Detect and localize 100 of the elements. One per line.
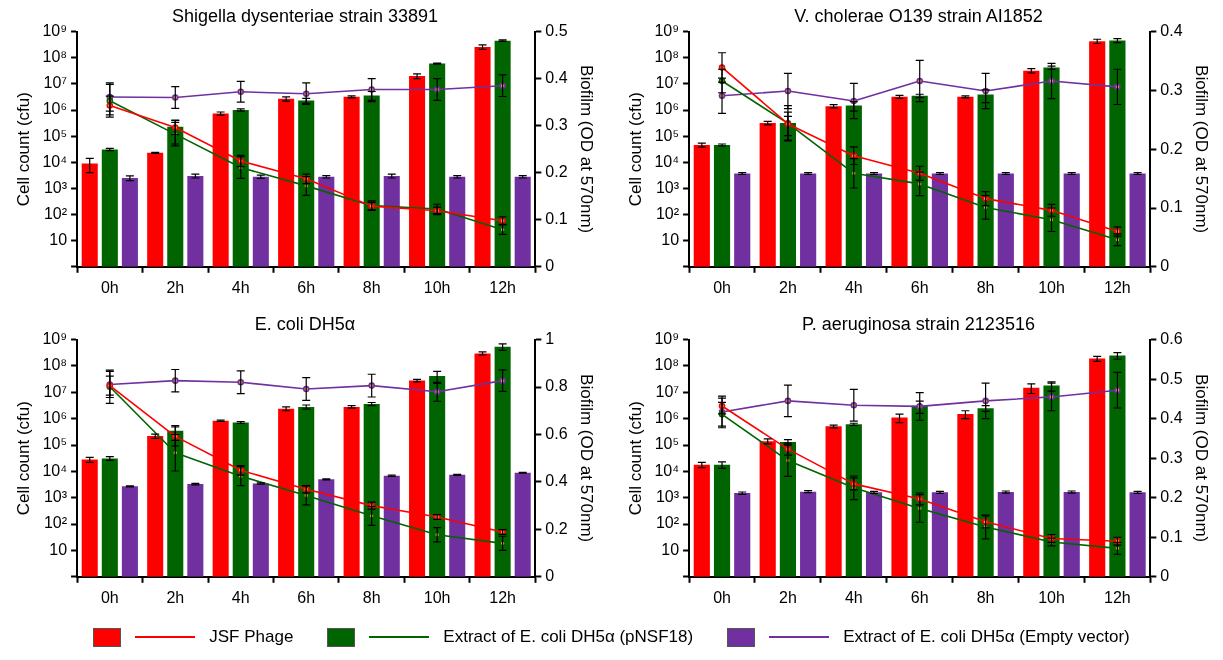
y-tick-label: 10: [661, 231, 680, 249]
x-tick-label: 6h: [910, 278, 929, 296]
x-tick-label: 2h: [779, 588, 797, 606]
x-tick-label: 6h: [297, 278, 316, 296]
legend-label: Extract of E. coli DH5α (pNSF18): [443, 627, 694, 647]
y2-tick-label: 0.2: [545, 519, 568, 537]
y-tick-label: 10⁹: [654, 22, 680, 40]
y2-tick-label: 0.6: [1160, 330, 1183, 348]
y2-axis-title: Biofilm (OD at 570nm): [577, 65, 597, 234]
x-tick-label: 12h: [489, 588, 516, 606]
y-tick-label: 10⁷: [43, 74, 68, 92]
x-tick-label: 10h: [423, 588, 451, 606]
y-tick-label: 10⁶: [42, 100, 68, 118]
x-tick-label: 10h: [1038, 588, 1065, 606]
y-tick-label: 10⁶: [654, 409, 680, 427]
chart-title: Shigella dysenteriae strain 33891: [171, 5, 439, 26]
y2-tick-label: 0.2: [545, 163, 568, 181]
chart-title: P. aeruginosa strain 2123516: [802, 313, 1035, 334]
x-tick-label: 8h: [976, 588, 995, 606]
y-tick-label: 10: [49, 231, 68, 249]
y-tick-label: 10⁴: [654, 152, 680, 170]
y2-tick-label: 0: [1160, 257, 1170, 275]
y-tick-label: 10⁶: [42, 409, 68, 427]
y2-tick-label: 0.4: [545, 472, 568, 490]
x-tick-label: 6h: [910, 588, 929, 606]
x-tick-label: 6h: [297, 588, 316, 606]
x-tick-label: 0h: [100, 278, 119, 296]
y2-tick-label: 0: [1160, 567, 1170, 585]
x-tick-label: 4h: [844, 588, 863, 606]
y-axis-title: Cell count (cfu): [13, 92, 33, 207]
y-tick-label: 10³: [655, 178, 680, 196]
y-tick-label: 10⁸: [654, 356, 680, 374]
y2-tick-label: 0.4: [1160, 409, 1183, 427]
y2-tick-label: 0.3: [1160, 80, 1183, 98]
y2-tick-label: 0.3: [545, 116, 568, 134]
y-tick-label: 10⁹: [42, 22, 68, 40]
y2-tick-label: 1: [545, 330, 555, 348]
x-tick-label: 10h: [1038, 278, 1065, 296]
x-tick-label: 0h: [713, 588, 731, 606]
x-tick-label: 10h: [423, 278, 451, 296]
y2-tick-label: 0.4: [545, 69, 568, 87]
y-tick-label: 10⁸: [42, 48, 68, 66]
y-tick-label: 10²: [655, 204, 680, 222]
y-tick-label: 10³: [655, 488, 680, 506]
x-tick-label: 8h: [362, 588, 381, 606]
y2-tick-label: 0.1: [1160, 527, 1183, 545]
y2-axis-title: Biofilm (OD at 570nm): [1192, 374, 1212, 543]
y-tick-label: 10²: [655, 514, 680, 532]
y-tick-label: 10⁹: [654, 330, 680, 348]
legend-label: Extract of E. coli DH5α (Empty vector): [843, 627, 1130, 647]
y-axis-title: Cell count (cfu): [625, 401, 645, 516]
y2-tick-label: 0.2: [1160, 139, 1183, 157]
x-tick-label: 2h: [166, 278, 185, 296]
y2-tick-label: 0.8: [545, 377, 568, 395]
y2-tick-label: 0: [545, 567, 555, 585]
x-tick-label: 4h: [231, 278, 250, 296]
x-tick-label: 0h: [713, 278, 731, 296]
y-tick-label: 10⁷: [655, 382, 680, 400]
x-tick-label: 4h: [231, 588, 250, 606]
y-tick-label: 10: [661, 540, 680, 558]
x-tick-label: 2h: [779, 278, 797, 296]
y-axis-title: Cell count (cfu): [13, 401, 33, 516]
y-tick-label: 10⁷: [655, 74, 680, 92]
y-tick-label: 10³: [43, 178, 68, 196]
y2-tick-label: 0.2: [1160, 488, 1183, 506]
y-tick-label: 10²: [43, 514, 68, 532]
y-tick-label: 10⁴: [42, 461, 68, 479]
y2-tick-label: 0.1: [545, 210, 568, 228]
x-tick-label: 2h: [166, 588, 185, 606]
y-tick-label: 10²: [43, 204, 68, 222]
x-tick-label: 4h: [844, 278, 863, 296]
x-tick-label: 8h: [976, 278, 995, 296]
y2-tick-label: 0.6: [545, 424, 568, 442]
y2-tick-label: 0.4: [1160, 22, 1183, 40]
y2-axis-title: Biofilm (OD at 570nm): [1192, 65, 1212, 234]
y-tick-label: 10⁵: [42, 126, 68, 144]
y-tick-label: 10⁴: [654, 461, 680, 479]
y-tick-label: 10⁶: [654, 100, 680, 118]
x-tick-label: 8h: [362, 278, 381, 296]
legend-label: JSF Phage: [209, 627, 294, 647]
y-tick-label: 10⁸: [42, 356, 68, 374]
x-tick-label: 12h: [1104, 278, 1131, 296]
x-tick-label: 12h: [489, 278, 516, 296]
chart-title: E. coli DH5α: [254, 313, 356, 334]
y-tick-label: 10⁵: [654, 435, 680, 453]
chart-title: V. cholerae O139 strain AI1852: [794, 5, 1043, 26]
y-tick-label: 10⁴: [42, 152, 68, 170]
y2-tick-label: 0.1: [1160, 198, 1183, 216]
y-tick-label: 10⁷: [43, 382, 68, 400]
y2-tick-label: 0.3: [1160, 448, 1183, 466]
x-tick-label: 0h: [100, 588, 119, 606]
y2-tick-label: 0.5: [1160, 369, 1183, 387]
y-tick-label: 10³: [43, 488, 68, 506]
y-tick-label: 10: [49, 540, 68, 558]
y-tick-label: 10⁵: [42, 435, 68, 453]
y2-tick-label: 0: [545, 257, 555, 275]
y-axis-title: Cell count (cfu): [625, 92, 645, 207]
y2-axis-title: Biofilm (OD at 570nm): [577, 374, 597, 543]
y-tick-label: 10⁹: [42, 330, 68, 348]
y2-tick-label: 0.5: [545, 22, 568, 40]
